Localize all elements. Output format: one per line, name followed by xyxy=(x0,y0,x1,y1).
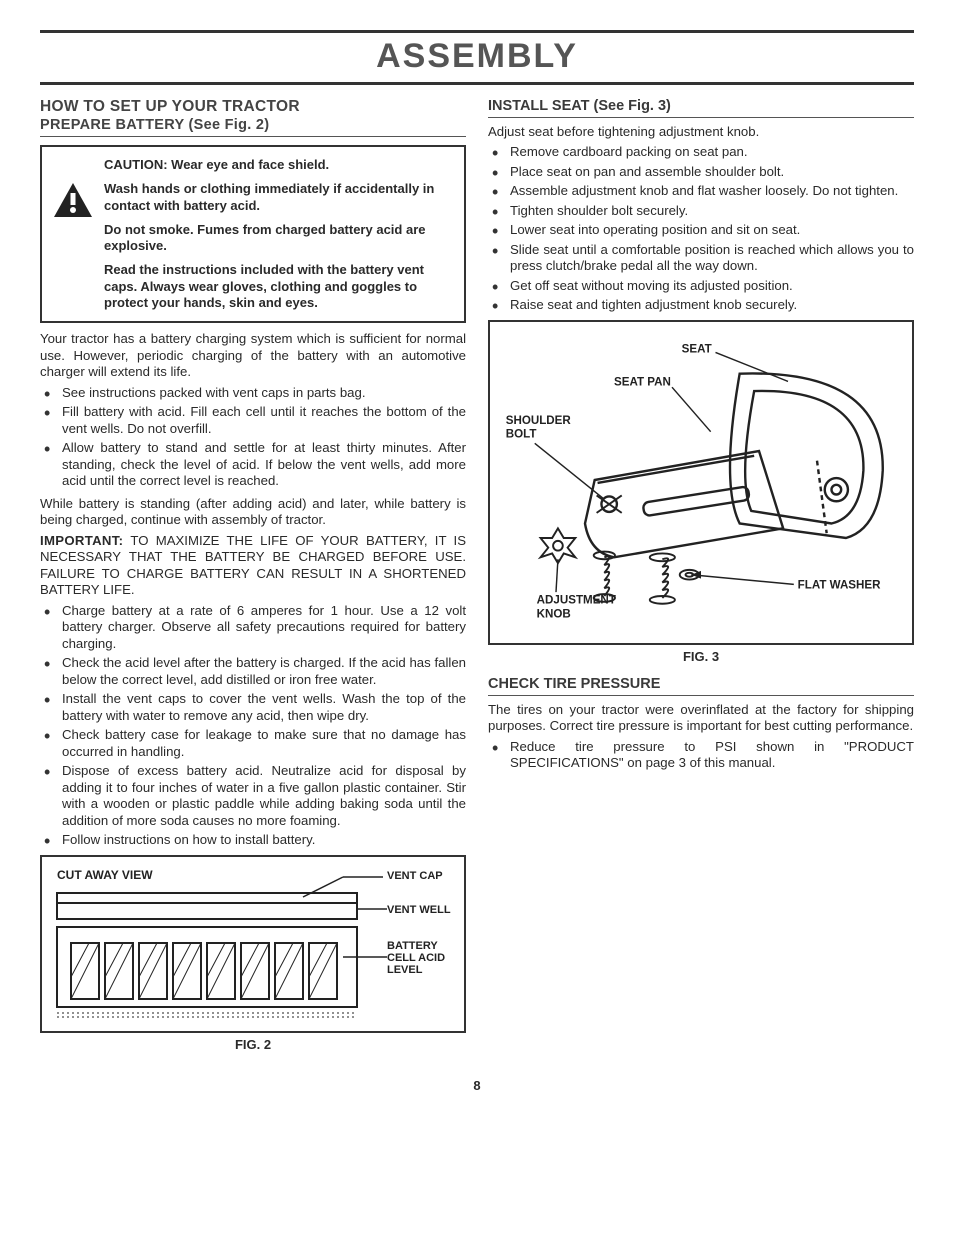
caution-line: Read the instructions included with the … xyxy=(104,262,454,311)
page-number: 8 xyxy=(40,1078,914,1094)
list-item: Lower seat into operating position and s… xyxy=(488,222,914,239)
list-item: See instructions packed with vent caps i… xyxy=(40,385,466,402)
list-item: Follow instructions on how to install ba… xyxy=(40,832,466,849)
warning-icon xyxy=(52,181,94,224)
figure-3-caption: FIG. 3 xyxy=(488,649,914,665)
heading-prepare-battery: PREPARE BATTERY (See Fig. 2) xyxy=(40,116,466,134)
list-item: Slide seat until a comfortable position … xyxy=(488,242,914,275)
caution-box: CAUTION: Wear eye and face shield. Wash … xyxy=(40,145,466,323)
figure-2-svg: CUT AWAY VIEW VENT CAP VENT WELL xyxy=(42,857,464,1027)
heading-install-seat: INSTALL SEAT (See Fig. 3) xyxy=(488,97,914,118)
fig2-label-ventwell: VENT WELL xyxy=(387,904,451,916)
bullet-list: Remove cardboard packing on seat pan. Pl… xyxy=(488,144,914,314)
list-item: Dispose of excess battery acid. Neutrali… xyxy=(40,763,466,829)
bullet-list: Charge battery at a rate of 6 amperes fo… xyxy=(40,603,466,849)
list-item: Get off seat without moving its adjusted… xyxy=(488,278,914,295)
fig3-label-flatwasher: FLAT WASHER xyxy=(798,578,881,591)
figure-3-box: SEAT SEAT PAN SHOULDER BOLT ADJUSTMENT K… xyxy=(488,320,914,645)
caution-line: CAUTION: Wear eye and face shield. xyxy=(104,157,454,173)
list-item: Remove cardboard packing on seat pan. xyxy=(488,144,914,161)
list-item: Fill battery with acid. Fill each cell u… xyxy=(40,404,466,437)
caution-text: CAUTION: Wear eye and face shield. Wash … xyxy=(104,157,454,311)
svg-text:BOLT: BOLT xyxy=(506,427,537,440)
heading-setup: HOW TO SET UP YOUR TRACTOR xyxy=(40,97,466,116)
caution-line: Wash hands or clothing immediately if ac… xyxy=(104,181,454,214)
section-header-setup: HOW TO SET UP YOUR TRACTOR PREPARE BATTE… xyxy=(40,97,466,138)
body-paragraph: Adjust seat before tightening adjustment… xyxy=(488,124,914,141)
list-item: Allow battery to stand and settle for at… xyxy=(40,440,466,490)
body-paragraph: The tires on your tractor were overinfla… xyxy=(488,702,914,735)
left-column: HOW TO SET UP YOUR TRACTOR PREPARE BATTE… xyxy=(40,97,466,1064)
list-item: Assemble adjustment knob and flat washer… xyxy=(488,183,914,200)
fig2-label-ventcap: VENT CAP xyxy=(387,870,443,882)
list-item: Charge battery at a rate of 6 amperes fo… xyxy=(40,603,466,653)
figure-2-box: CUT AWAY VIEW VENT CAP VENT WELL xyxy=(40,855,466,1034)
important-label: IMPORTANT: xyxy=(40,533,123,548)
right-column: INSTALL SEAT (See Fig. 3) Adjust seat be… xyxy=(488,97,914,1064)
fig3-label-seatpan: SEAT PAN xyxy=(614,375,671,388)
svg-text:LEVEL: LEVEL xyxy=(387,964,423,976)
body-paragraph: Your tractor has a battery charging syst… xyxy=(40,331,466,381)
figure-3-svg: SEAT SEAT PAN SHOULDER BOLT ADJUSTMENT K… xyxy=(498,330,904,630)
svg-text:KNOB: KNOB xyxy=(537,607,571,620)
list-item: Check battery case for leakage to make s… xyxy=(40,727,466,760)
important-note: IMPORTANT: TO MAXIMIZE THE LIFE OF YOUR … xyxy=(40,533,466,599)
list-item: Reduce tire pressure to PSI shown in "PR… xyxy=(488,739,914,772)
svg-text:SHOULDER: SHOULDER xyxy=(506,414,572,427)
fig3-label-seat: SEAT xyxy=(682,342,712,355)
two-column-layout: HOW TO SET UP YOUR TRACTOR PREPARE BATTE… xyxy=(40,97,914,1064)
list-item: Install the vent caps to cover the vent … xyxy=(40,691,466,724)
list-item: Place seat on pan and assemble shoulder … xyxy=(488,164,914,181)
title-bar: ASSEMBLY xyxy=(40,30,914,85)
bullet-list: See instructions packed with vent caps i… xyxy=(40,385,466,490)
heading-tire-pressure: CHECK TIRE PRESSURE xyxy=(488,675,914,696)
svg-text:BATTERY: BATTERY xyxy=(387,940,438,952)
body-paragraph: While battery is standing (after adding … xyxy=(40,496,466,529)
bullet-list: Reduce tire pressure to PSI shown in "PR… xyxy=(488,739,914,772)
list-item: Tighten shoulder bolt securely. xyxy=(488,203,914,220)
page-title: ASSEMBLY xyxy=(40,35,914,78)
fig2-label-cutaway: CUT AWAY VIEW xyxy=(57,868,153,882)
svg-text:CELL ACID: CELL ACID xyxy=(387,952,445,964)
figure-2-caption: FIG. 2 xyxy=(40,1037,466,1053)
caution-line: Do not smoke. Fumes from charged battery… xyxy=(104,222,454,255)
list-item: Raise seat and tighten adjustment knob s… xyxy=(488,297,914,314)
list-item: Check the acid level after the battery i… xyxy=(40,655,466,688)
